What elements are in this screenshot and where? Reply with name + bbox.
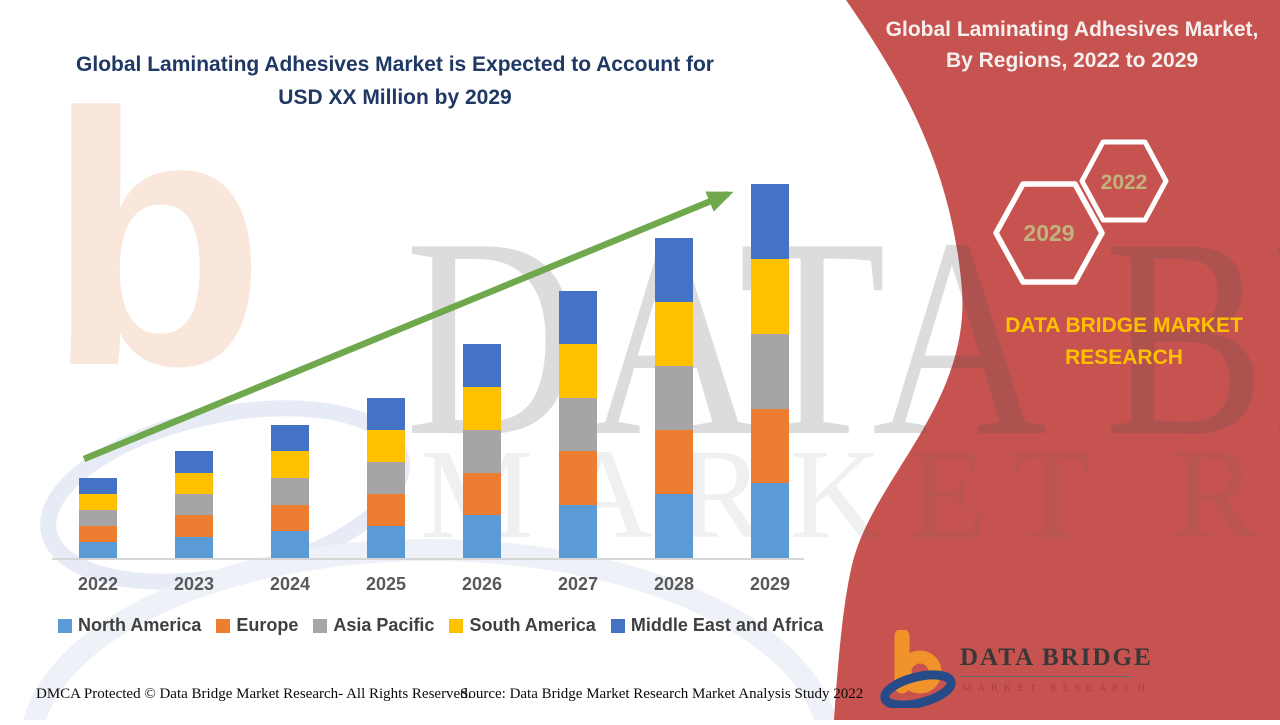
legend-label: North America [78,615,202,635]
bar-segment-asia-pacific-2028 [655,365,693,430]
bar-segment-europe-2027 [559,451,597,505]
bar-segment-europe-2026 [463,472,501,516]
bar-segment-asia-pacific-2027 [559,397,597,452]
legend-label: Middle East and Africa [630,615,824,635]
legend-label: Asia Pacific [333,615,435,635]
legend-item-middle-east-and-africa: Middle East and Africa [610,615,824,636]
legend-swatch-icon [449,618,464,633]
bar-segment-europe-2028 [655,429,693,494]
legend-item-asia-pacific: Asia Pacific [313,615,434,636]
bar-segment-south-america-2029 [751,259,789,334]
legend: North America Europe Asia Pacific South Ame… [58,615,823,636]
legend-swatch-icon [216,618,231,633]
legend-swatch-icon [58,618,72,633]
legend-label: South America [469,615,596,635]
chart-title: Global Laminating Adhesives Market is Ex… [40,48,750,114]
bar-2029 [751,184,789,558]
legend-swatch-icon [313,618,328,633]
legend-label: Europe [236,615,299,635]
bar-segment-middle-east-and-africa-2029 [751,184,789,259]
chart-title-line2: USD XX Million by 2029 [278,86,512,109]
legend-swatch-icon [610,618,625,633]
footer-source-text: Source: Data Bridge Market Research Mark… [460,686,864,702]
bar-segment-middle-east-and-africa-2028 [655,237,693,302]
bar-segment-middle-east-and-africa-2026 [463,344,501,388]
bar-segment-asia-pacific-2026 [463,429,501,473]
footer-dmca-text: DMCA Protected © Data Bridge Market Rese… [36,686,472,702]
chart-title-line1: Global Laminating Adhesives Market is Ex… [76,53,714,76]
bar-segment-europe-2029 [751,408,789,484]
bar-segment-asia-pacific-2029 [751,333,789,409]
bar-segment-south-america-2028 [655,301,693,366]
bar-2028 [655,237,693,558]
legend-item-north-america: North America [58,615,201,636]
bar-segment-south-america-2026 [463,387,501,430]
legend-item-europe: Europe [216,615,298,636]
bar-segment-south-america-2027 [559,344,597,398]
legend-item-south-america: South America [449,615,596,636]
bar-segment-middle-east-and-africa-2027 [559,291,597,345]
